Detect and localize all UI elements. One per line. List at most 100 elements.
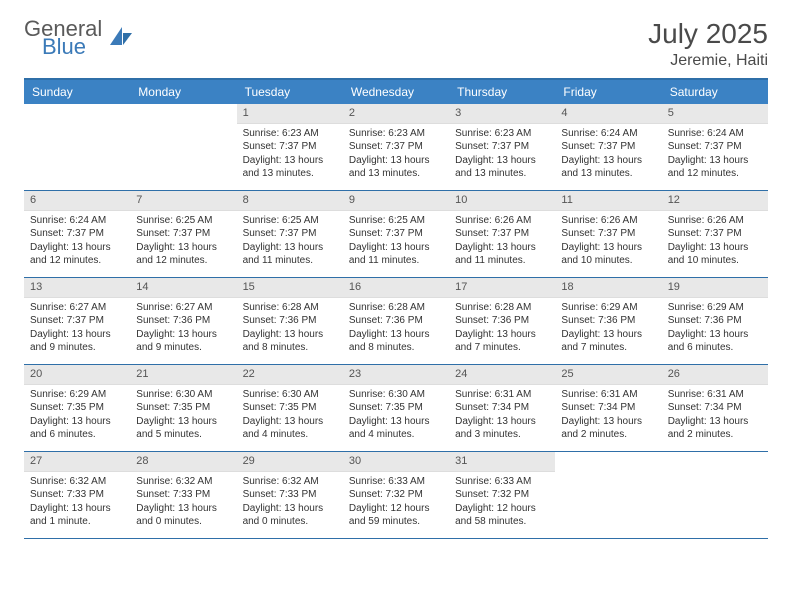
daylight-text: Daylight: 12 hours and 58 minutes.: [455, 502, 549, 529]
sunset-text: Sunset: 7:37 PM: [668, 227, 762, 241]
calendar-week: 20Sunrise: 6:29 AMSunset: 7:35 PMDayligh…: [24, 365, 768, 452]
daylight-text: Daylight: 13 hours and 6 minutes.: [30, 415, 124, 442]
day-number: 16: [343, 278, 449, 298]
day-details: Sunrise: 6:24 AMSunset: 7:37 PMDaylight:…: [662, 124, 768, 185]
sunset-text: Sunset: 7:35 PM: [349, 401, 443, 415]
sunrise-text: Sunrise: 6:31 AM: [561, 388, 655, 402]
sunset-text: Sunset: 7:36 PM: [243, 314, 337, 328]
daylight-text: Daylight: 13 hours and 13 minutes.: [455, 154, 549, 181]
sunset-text: Sunset: 7:37 PM: [243, 140, 337, 154]
sunrise-text: Sunrise: 6:30 AM: [349, 388, 443, 402]
day-number: 6: [24, 191, 130, 211]
day-details: Sunrise: 6:31 AMSunset: 7:34 PMDaylight:…: [555, 385, 661, 446]
daylight-text: Daylight: 13 hours and 10 minutes.: [561, 241, 655, 268]
sunset-text: Sunset: 7:37 PM: [136, 227, 230, 241]
sunrise-text: Sunrise: 6:23 AM: [455, 127, 549, 141]
calendar-cell: 29Sunrise: 6:32 AMSunset: 7:33 PMDayligh…: [237, 452, 343, 538]
calendar-cell: 21Sunrise: 6:30 AMSunset: 7:35 PMDayligh…: [130, 365, 236, 451]
sunrise-text: Sunrise: 6:26 AM: [561, 214, 655, 228]
weekday-label: Monday: [130, 80, 236, 104]
day-number: 18: [555, 278, 661, 298]
calendar-cell: 25Sunrise: 6:31 AMSunset: 7:34 PMDayligh…: [555, 365, 661, 451]
sunset-text: Sunset: 7:32 PM: [455, 488, 549, 502]
weekday-label: Sunday: [24, 80, 130, 104]
day-number: 25: [555, 365, 661, 385]
sunset-text: Sunset: 7:35 PM: [136, 401, 230, 415]
sunrise-text: Sunrise: 6:29 AM: [668, 301, 762, 315]
daylight-text: Daylight: 13 hours and 8 minutes.: [243, 328, 337, 355]
day-details: Sunrise: 6:25 AMSunset: 7:37 PMDaylight:…: [237, 211, 343, 272]
calendar-cell: 7Sunrise: 6:25 AMSunset: 7:37 PMDaylight…: [130, 191, 236, 277]
day-number: 22: [237, 365, 343, 385]
daylight-text: Daylight: 13 hours and 11 minutes.: [243, 241, 337, 268]
sunrise-text: Sunrise: 6:24 AM: [561, 127, 655, 141]
daylight-text: Daylight: 13 hours and 4 minutes.: [349, 415, 443, 442]
day-details: Sunrise: 6:30 AMSunset: 7:35 PMDaylight:…: [343, 385, 449, 446]
sunset-text: Sunset: 7:33 PM: [136, 488, 230, 502]
day-number: 9: [343, 191, 449, 211]
day-details: Sunrise: 6:25 AMSunset: 7:37 PMDaylight:…: [130, 211, 236, 272]
day-details: Sunrise: 6:31 AMSunset: 7:34 PMDaylight:…: [449, 385, 555, 446]
sunrise-text: Sunrise: 6:29 AM: [30, 388, 124, 402]
day-number: 17: [449, 278, 555, 298]
daylight-text: Daylight: 13 hours and 8 minutes.: [349, 328, 443, 355]
day-number: 7: [130, 191, 236, 211]
sunrise-text: Sunrise: 6:27 AM: [136, 301, 230, 315]
calendar-cell: 6Sunrise: 6:24 AMSunset: 7:37 PMDaylight…: [24, 191, 130, 277]
calendar-cell: 2Sunrise: 6:23 AMSunset: 7:37 PMDaylight…: [343, 104, 449, 190]
sunset-text: Sunset: 7:33 PM: [243, 488, 337, 502]
day-details: Sunrise: 6:29 AMSunset: 7:35 PMDaylight:…: [24, 385, 130, 446]
weekday-header: Sunday Monday Tuesday Wednesday Thursday…: [24, 80, 768, 104]
calendar-cell: 17Sunrise: 6:28 AMSunset: 7:36 PMDayligh…: [449, 278, 555, 364]
day-details: Sunrise: 6:24 AMSunset: 7:37 PMDaylight:…: [24, 211, 130, 272]
sunset-text: Sunset: 7:37 PM: [349, 227, 443, 241]
calendar-cell: 12Sunrise: 6:26 AMSunset: 7:37 PMDayligh…: [662, 191, 768, 277]
daylight-text: Daylight: 13 hours and 9 minutes.: [30, 328, 124, 355]
daylight-text: Daylight: 13 hours and 12 minutes.: [668, 154, 762, 181]
sunrise-text: Sunrise: 6:27 AM: [30, 301, 124, 315]
weekday-label: Tuesday: [237, 80, 343, 104]
calendar-cell: 20Sunrise: 6:29 AMSunset: 7:35 PMDayligh…: [24, 365, 130, 451]
month-title: July 2025: [648, 18, 768, 50]
sunset-text: Sunset: 7:37 PM: [243, 227, 337, 241]
day-number: 30: [343, 452, 449, 472]
calendar-cell: 18Sunrise: 6:29 AMSunset: 7:36 PMDayligh…: [555, 278, 661, 364]
daylight-text: Daylight: 13 hours and 6 minutes.: [668, 328, 762, 355]
daylight-text: Daylight: 13 hours and 1 minute.: [30, 502, 124, 529]
day-number: 5: [662, 104, 768, 124]
day-details: Sunrise: 6:27 AMSunset: 7:36 PMDaylight:…: [130, 298, 236, 359]
header: General Blue July 2025 Jeremie, Haiti: [24, 18, 768, 70]
day-details: Sunrise: 6:25 AMSunset: 7:37 PMDaylight:…: [343, 211, 449, 272]
day-details: Sunrise: 6:30 AMSunset: 7:35 PMDaylight:…: [237, 385, 343, 446]
sunrise-text: Sunrise: 6:23 AM: [243, 127, 337, 141]
calendar-cell: 26Sunrise: 6:31 AMSunset: 7:34 PMDayligh…: [662, 365, 768, 451]
day-details: Sunrise: 6:26 AMSunset: 7:37 PMDaylight:…: [662, 211, 768, 272]
calendar-cell: 3Sunrise: 6:23 AMSunset: 7:37 PMDaylight…: [449, 104, 555, 190]
daylight-text: Daylight: 13 hours and 7 minutes.: [561, 328, 655, 355]
day-number: 11: [555, 191, 661, 211]
daylight-text: Daylight: 13 hours and 9 minutes.: [136, 328, 230, 355]
calendar-cell: 11Sunrise: 6:26 AMSunset: 7:37 PMDayligh…: [555, 191, 661, 277]
day-details: Sunrise: 6:29 AMSunset: 7:36 PMDaylight:…: [555, 298, 661, 359]
day-number: 2: [343, 104, 449, 124]
day-details: Sunrise: 6:27 AMSunset: 7:37 PMDaylight:…: [24, 298, 130, 359]
day-details: Sunrise: 6:23 AMSunset: 7:37 PMDaylight:…: [449, 124, 555, 185]
daylight-text: Daylight: 13 hours and 13 minutes.: [561, 154, 655, 181]
calendar-cell: 27Sunrise: 6:32 AMSunset: 7:33 PMDayligh…: [24, 452, 130, 538]
day-details: Sunrise: 6:30 AMSunset: 7:35 PMDaylight:…: [130, 385, 236, 446]
daylight-text: Daylight: 13 hours and 11 minutes.: [349, 241, 443, 268]
calendar-cell: [130, 104, 236, 190]
sunset-text: Sunset: 7:37 PM: [30, 314, 124, 328]
day-details: Sunrise: 6:33 AMSunset: 7:32 PMDaylight:…: [343, 472, 449, 533]
sunset-text: Sunset: 7:35 PM: [243, 401, 337, 415]
day-details: Sunrise: 6:28 AMSunset: 7:36 PMDaylight:…: [343, 298, 449, 359]
sunrise-text: Sunrise: 6:33 AM: [455, 475, 549, 489]
daylight-text: Daylight: 13 hours and 2 minutes.: [561, 415, 655, 442]
location: Jeremie, Haiti: [648, 52, 768, 70]
day-details: Sunrise: 6:26 AMSunset: 7:37 PMDaylight:…: [449, 211, 555, 272]
sunrise-text: Sunrise: 6:26 AM: [668, 214, 762, 228]
sunset-text: Sunset: 7:36 PM: [561, 314, 655, 328]
day-number: 13: [24, 278, 130, 298]
sunrise-text: Sunrise: 6:28 AM: [243, 301, 337, 315]
day-number: 28: [130, 452, 236, 472]
